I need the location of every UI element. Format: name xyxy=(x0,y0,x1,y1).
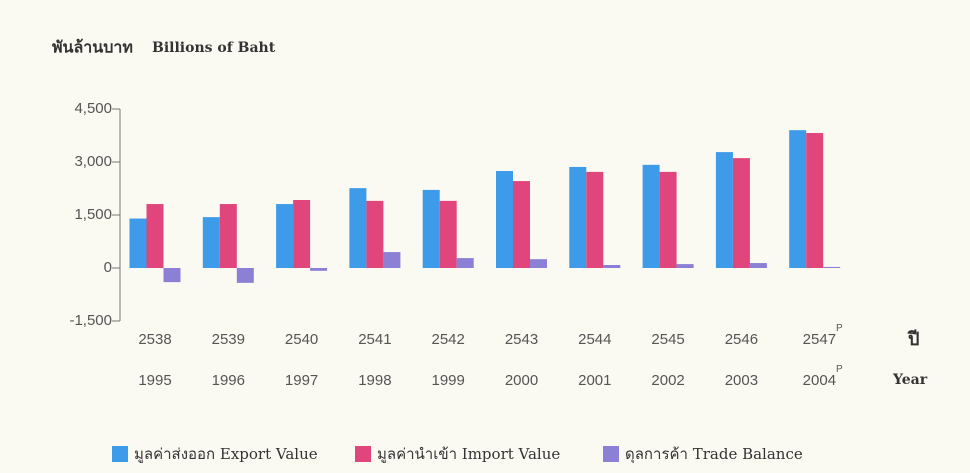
bar xyxy=(603,265,620,268)
x-tick-label-thai: 2546 xyxy=(725,331,758,348)
bar xyxy=(823,267,840,268)
x-tick-label-text: 2001 xyxy=(578,372,611,389)
x-tick-label-thai: 2540 xyxy=(285,331,318,348)
x-tick-label: 2003 xyxy=(725,372,758,389)
x-tick-label-text: 2000 xyxy=(505,372,538,389)
x-tick-label-sup: P xyxy=(836,364,843,375)
y-label: Billions of Baht xyxy=(152,40,276,56)
x-tick-label: 2002 xyxy=(651,372,684,389)
bar xyxy=(750,263,767,268)
x-tick-label-thai-text: 2539 xyxy=(212,331,245,348)
y-tick-label: -1,500 xyxy=(69,312,112,329)
x-label: Year xyxy=(892,372,928,388)
y-tick-label: 3,000 xyxy=(74,153,112,170)
bar xyxy=(789,130,806,268)
bar xyxy=(643,165,660,268)
x-tick-label-text: 2003 xyxy=(725,372,758,389)
x-tick-label-thai-text: 2545 xyxy=(651,331,684,348)
x-tick-label-text: 1998 xyxy=(358,372,391,389)
bar xyxy=(440,201,457,268)
bar xyxy=(366,201,383,268)
y-tick-label: 4,500 xyxy=(74,100,112,117)
x-tick-label-thai: 2543 xyxy=(505,331,538,348)
bar xyxy=(677,264,694,268)
bar xyxy=(530,259,547,268)
x-tick-label-thai-text: 2543 xyxy=(505,331,538,348)
bar xyxy=(164,268,181,282)
bar xyxy=(586,172,603,268)
x-label-thai: ปี xyxy=(907,329,920,350)
legend-swatch xyxy=(112,446,128,462)
bar xyxy=(310,268,327,271)
x-tick-label-thai-text: 2540 xyxy=(285,331,318,348)
bar xyxy=(733,158,750,268)
bar xyxy=(130,219,147,268)
legend-label: มูลค่าส่งออก Export Value xyxy=(134,445,318,463)
bar xyxy=(806,133,823,268)
y-tick-label: 1,500 xyxy=(74,206,112,223)
legend-swatch xyxy=(603,446,619,462)
x-tick-label: 2000 xyxy=(505,372,538,389)
x-tick-label-thai-text: 2546 xyxy=(725,331,758,348)
y-label-thai: พันล้านบาท xyxy=(52,38,133,57)
x-tick-label-text: 2002 xyxy=(651,372,684,389)
x-tick-label: 1997 xyxy=(285,372,318,389)
bar xyxy=(237,268,254,283)
bar xyxy=(660,172,677,268)
bar xyxy=(423,190,440,268)
bar xyxy=(457,258,474,268)
bar xyxy=(276,204,293,268)
x-tick-label-thai-sup: P xyxy=(836,323,843,334)
x-tick-label-text: 1995 xyxy=(138,372,171,389)
x-tick-label-thai: 2542 xyxy=(432,331,465,348)
x-tick-label-thai-text: 2547 xyxy=(803,331,836,348)
x-tick-label-thai: 2539 xyxy=(212,331,245,348)
bar xyxy=(203,217,220,268)
bar xyxy=(349,188,366,268)
chart: พันล้านบาท Billions of Baht ปี Year -1,5… xyxy=(0,0,970,473)
x-tick-label: 1996 xyxy=(212,372,245,389)
bar xyxy=(383,252,400,268)
bar xyxy=(147,204,164,268)
bar xyxy=(293,200,310,268)
x-tick-label-thai-text: 2541 xyxy=(358,331,391,348)
x-tick-label-text: 1997 xyxy=(285,372,318,389)
x-tick-label-text: 1996 xyxy=(212,372,245,389)
x-tick-label-thai-text: 2542 xyxy=(432,331,465,348)
x-tick-label-thai-text: 2544 xyxy=(578,331,611,348)
x-tick-label-thai: 2538 xyxy=(138,331,171,348)
bar xyxy=(496,171,513,268)
legend-label: ดุลการค้า Trade Balance xyxy=(625,445,803,464)
bar xyxy=(569,167,586,268)
x-tick-label-thai-text: 2538 xyxy=(138,331,171,348)
x-tick-label-text: 2004 xyxy=(803,372,836,389)
legend-label: มูลค่านำเข้า Import Value xyxy=(377,445,560,463)
legend-swatch xyxy=(355,446,371,462)
bar xyxy=(513,181,530,268)
x-tick-label: 2001 xyxy=(578,372,611,389)
x-tick-label: 1999 xyxy=(432,372,465,389)
x-tick-label-thai: 2544 xyxy=(578,331,611,348)
y-tick-label: 0 xyxy=(104,259,112,276)
x-tick-label-thai: 2541 xyxy=(358,331,391,348)
x-tick-label: 1998 xyxy=(358,372,391,389)
bar xyxy=(220,204,237,268)
x-tick-label: 1995 xyxy=(138,372,171,389)
x-tick-label-thai: 2545 xyxy=(651,331,684,348)
x-tick-label-text: 1999 xyxy=(432,372,465,389)
bar xyxy=(716,152,733,268)
